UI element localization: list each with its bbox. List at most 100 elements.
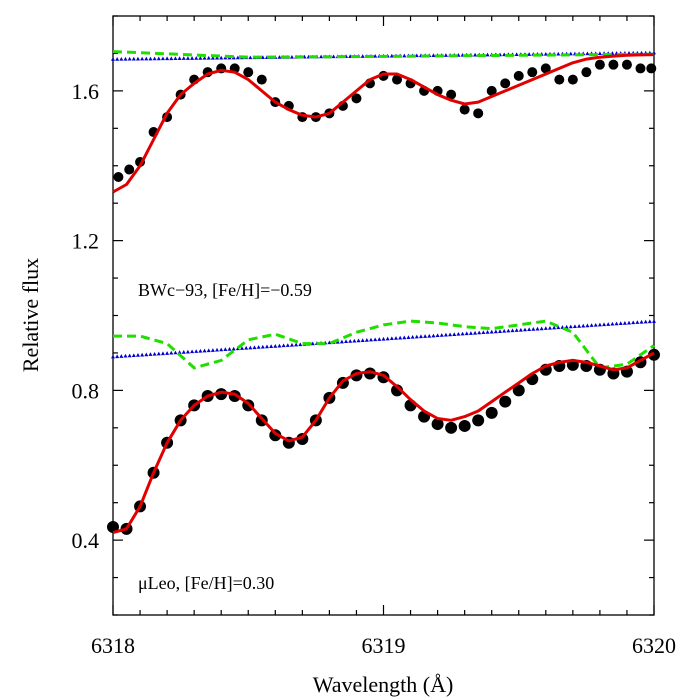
observed-point <box>351 93 362 104</box>
observed-point <box>445 421 458 434</box>
blue-triangle-marker <box>614 321 619 326</box>
blue-triangle-marker <box>206 55 211 60</box>
blue-triangle-marker <box>481 330 486 335</box>
observed-point <box>363 367 376 380</box>
blue-triangle-marker <box>177 56 182 60</box>
observed-point <box>500 78 511 89</box>
x-tick-label: 6320 <box>632 633 676 658</box>
observed-point <box>499 395 512 408</box>
blue-triangle-marker <box>456 331 461 336</box>
blue-triangle-marker <box>593 322 598 327</box>
observed-point <box>446 89 457 100</box>
blue-triangle-marker <box>514 52 519 57</box>
blue-triangle-marker <box>219 55 224 60</box>
blue-triangle-marker <box>144 352 149 357</box>
blue-triangle-marker <box>410 334 415 339</box>
observed-point <box>621 59 632 70</box>
blue-triangle-marker <box>331 54 336 59</box>
blue-triangle-marker <box>543 326 548 330</box>
observed-point <box>512 384 525 397</box>
observed-point <box>608 59 619 70</box>
blue-triangle-marker <box>277 55 282 59</box>
blue-triangle-marker <box>360 338 365 342</box>
x-axis-label: Wavelength (Å) <box>313 672 454 697</box>
blue-triangle-marker <box>398 335 403 340</box>
blue-triangle-marker <box>185 349 190 354</box>
observed-point <box>527 67 538 78</box>
plot-frame <box>112 15 655 616</box>
blue-triangle-marker <box>556 325 561 330</box>
blue-triangle-marker <box>539 326 544 331</box>
y-tick-label: 0.8 <box>72 378 100 403</box>
blue-triangle-marker <box>514 328 519 332</box>
blue-triangle-marker <box>473 52 478 57</box>
blue-triangle-marker <box>119 354 124 358</box>
blue-triangle-marker <box>148 352 153 356</box>
observed-point <box>391 384 404 397</box>
blue-triangle-marker <box>581 323 586 328</box>
x-tick-label: 6319 <box>362 633 406 658</box>
annotation-bwc93: BWc−93, [Fe/H]=−0.59 <box>138 280 312 300</box>
blue-triangle-marker <box>572 324 577 329</box>
blue-triangle-marker <box>464 331 469 336</box>
blue-triangle-marker <box>148 56 153 61</box>
blue-triangle-marker <box>335 339 340 344</box>
blue-triangle-marker <box>115 354 120 359</box>
blue-triangle-marker <box>531 327 536 331</box>
blue-triangle-marker <box>564 324 569 329</box>
blue-triangle-marker <box>602 322 607 327</box>
blue-triangle-marker <box>160 351 165 356</box>
blue-triangle-marker <box>181 350 186 354</box>
blue-triangle-marker <box>585 51 590 56</box>
blue-triangle-marker <box>627 320 632 325</box>
blue-triangle-marker <box>443 53 448 57</box>
blue-triangle-marker <box>244 345 249 350</box>
blue-triangle-marker <box>543 51 548 56</box>
blue-triangle-marker <box>264 344 269 349</box>
blue-triangle-marker <box>219 347 224 352</box>
blue-triangle-marker <box>240 346 245 350</box>
blue-triangle-marker <box>498 329 503 333</box>
blue-triangle-marker <box>427 333 432 338</box>
observed-point <box>431 418 444 431</box>
blue-triangle-marker <box>502 328 507 333</box>
blue-triangle-marker <box>248 55 253 60</box>
blue-triangle-marker <box>202 55 207 60</box>
blue-triangle-marker <box>643 319 648 324</box>
blue-triangle-marker <box>127 56 132 61</box>
observed-point <box>646 63 657 74</box>
blue-triangle-marker <box>589 323 594 327</box>
blue-triangle-marker <box>248 345 253 350</box>
blue-triangle-marker <box>489 329 494 334</box>
tick-labels: 6318 6319 6320 0.4 0.8 1.2 1.6 <box>72 79 677 658</box>
observed-point <box>473 108 484 119</box>
blue-triangle-marker <box>373 337 378 342</box>
blue-triangle-marker <box>140 56 145 61</box>
blue-triangle-marker <box>223 347 228 351</box>
blue-triangle-marker <box>418 334 423 339</box>
observed-point <box>486 85 497 96</box>
blue-triangle-marker <box>477 330 482 335</box>
blue-triangle-marker <box>202 348 207 353</box>
observed-point <box>635 63 646 74</box>
blue-triangle-marker <box>281 343 286 348</box>
blue-triangle-marker <box>527 327 532 332</box>
blue-triangle-marker <box>568 324 573 329</box>
blue-triangle-marker <box>131 353 136 358</box>
blue-triangle-marker <box>277 343 282 348</box>
observed-point <box>485 406 498 419</box>
blue-triangle-marker <box>160 56 165 61</box>
blue-triangle-marker <box>123 56 128 61</box>
blue-triangle-marker <box>273 344 278 348</box>
blue-triangle-marker <box>194 349 199 353</box>
blue-triangle-marker <box>289 342 294 347</box>
blue-triangle-marker <box>585 323 590 328</box>
blue-triangle-marker <box>256 345 261 349</box>
blue-triangle-marker <box>647 319 652 324</box>
blue-triangle-marker <box>639 319 644 324</box>
blue-triangle-marker <box>473 330 478 335</box>
blue-triangle-marker <box>597 322 602 327</box>
blue-triangle-marker <box>156 351 161 356</box>
blue-triangle-marker <box>269 344 274 348</box>
blue-triangle-marker <box>402 53 407 58</box>
